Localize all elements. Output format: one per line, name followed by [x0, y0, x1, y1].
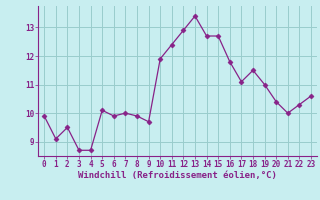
X-axis label: Windchill (Refroidissement éolien,°C): Windchill (Refroidissement éolien,°C) [78, 171, 277, 180]
